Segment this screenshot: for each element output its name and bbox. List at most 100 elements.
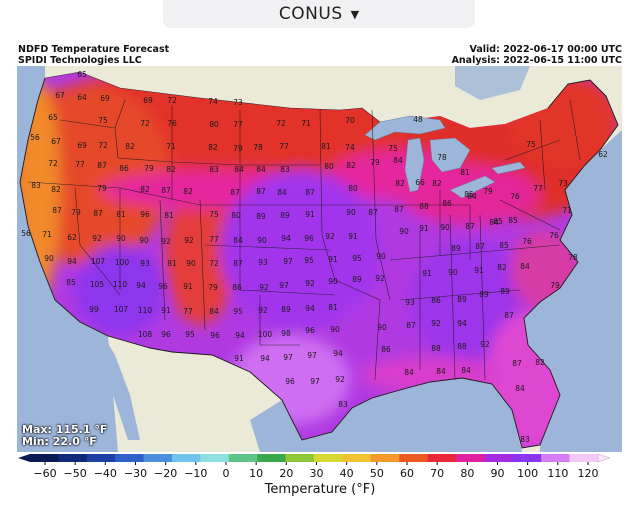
temperature-label: 89 (352, 275, 362, 284)
temperature-label: 84 (461, 366, 471, 375)
temperature-label: 90 (116, 234, 126, 243)
colorbar-tick-label: 100 (517, 467, 538, 480)
temperature-label: 64 (77, 93, 87, 102)
temperature-label: 97 (279, 281, 289, 290)
temperature-label: 83 (520, 435, 530, 444)
lake-superior (364, 115, 446, 141)
temperature-label: 80 (348, 184, 358, 193)
temperature-label: 87 (305, 188, 315, 197)
colorbar-cell (285, 454, 315, 462)
lake-erie (449, 175, 496, 199)
temperature-label: 90 (376, 252, 386, 261)
colorbar-tick-label: −10 (184, 467, 207, 480)
temperature-label: 71 (562, 206, 572, 215)
valid-time: Valid: 2022-06-17 00:00 UTC (469, 44, 622, 55)
temperature-label: 85 (508, 216, 518, 225)
temperature-label: 71 (42, 230, 52, 239)
colorbar-cell (200, 454, 230, 462)
temperature-label: 92 (92, 234, 102, 243)
temperature-label: 80 (324, 162, 334, 171)
temperature-label: 107 (91, 257, 106, 266)
temperature-label: 87 (161, 186, 171, 195)
region-selector-dropdown[interactable]: CONUS ▼ (163, 0, 475, 28)
colorbar-cell (257, 454, 287, 462)
temperature-label: 94 (136, 281, 146, 290)
temperature-label: 66 (415, 178, 425, 187)
temperature-field (20, 72, 618, 448)
temperature-label: 94 (67, 257, 77, 266)
temperature-label: 94 (305, 304, 315, 313)
temperature-label: 95 (304, 256, 314, 265)
temperature-label: 81 (460, 168, 470, 177)
temperature-label: 88 (419, 202, 429, 211)
temperature-label: 86 (442, 199, 452, 208)
temperature-label: 110 (113, 280, 128, 289)
colorbar-cell (484, 454, 514, 462)
temperature-label: 89 (500, 287, 510, 296)
temperature-label: 79 (71, 208, 81, 217)
temperature-label: 72 (209, 259, 219, 268)
temperature-label: 93 (258, 258, 268, 267)
temperature-label: 72 (48, 159, 58, 168)
map-source: SPIDI Technologies LLC (18, 55, 142, 66)
temperature-label: 91 (305, 210, 315, 219)
temperature-label: 85 (499, 241, 509, 250)
temperature-label: 75 (98, 116, 108, 125)
colorbar-underflow-arrow (18, 454, 30, 462)
temperature-label: 78 (568, 253, 578, 262)
temperature-label: 89 (479, 290, 489, 299)
colorbar-cell (541, 454, 571, 462)
temperature-label: 91 (422, 269, 432, 278)
colorbar-tick-label: 80 (460, 467, 474, 480)
temperature-label: 74 (208, 97, 218, 106)
colorbar-overflow-arrow (597, 453, 611, 463)
temperature-label: 107 (114, 305, 129, 314)
temperature-label: 76 (510, 192, 520, 201)
colorbar-cell (58, 454, 88, 462)
colorbar-cell (342, 454, 372, 462)
temperature-label: 88 (431, 344, 441, 353)
temperature-label: 82 (432, 179, 442, 188)
colorbar-svg: −60 −50 −40 −30 −20 −10 0 10 20 30 40 50 60 70 80 90 100… (18, 453, 611, 480)
temperature-map[interactable]: 65 67 64 69 69 72 74 73 65 75 72 76 80 77 72 71 70 48 56 67… (17, 66, 622, 452)
temperature-label: 79 (144, 164, 154, 173)
temperature-label: 84 (489, 218, 499, 227)
temperature-label: 77 (209, 235, 219, 244)
temperature-label: 92 (431, 319, 441, 328)
temperature-label: 77 (279, 142, 289, 151)
temperature-label: 82 (346, 161, 356, 170)
colorbar-cell (314, 454, 343, 462)
temperature-label: 95 (185, 330, 195, 339)
temperature-label: 87 (406, 321, 416, 330)
temperature-label: 86 (381, 345, 391, 354)
temperature-label: 96 (285, 377, 295, 386)
temperature-label: 84 (393, 156, 403, 165)
temperature-label: 94 (333, 349, 343, 358)
temperature-label: 89 (280, 211, 290, 220)
temperature-label: 89 (457, 295, 467, 304)
colorbar-tick-label: 50 (370, 467, 384, 480)
temperature-label: 85 (493, 217, 503, 226)
temperature-label: 88 (457, 342, 467, 351)
colorbar-tick-label: −50 (64, 467, 87, 480)
temperature-label: 92 (325, 232, 335, 241)
temperature-label: 92 (161, 237, 171, 246)
colorbar-tick-label: 30 (310, 467, 324, 480)
atlantic-ocean (524, 130, 622, 452)
temperature-label: 91 (348, 232, 358, 241)
colorbar-cell (143, 454, 173, 462)
temperature-label: 84 (209, 307, 219, 316)
temperature-label: 90 (377, 323, 387, 332)
temperature-label: 84 (520, 262, 530, 271)
map-title: NDFD Temperature Forecast (18, 44, 170, 55)
temperature-label: 72 (98, 141, 108, 150)
temperature-label: 80 (209, 120, 219, 129)
colorbar-title: Temperature (°F) (264, 482, 376, 497)
temperature-label: 56 (21, 229, 31, 238)
temperature-label: 87 (368, 208, 378, 217)
temperature-label: 72 (276, 119, 286, 128)
temperature-label: 81 (116, 210, 126, 219)
temperature-label: 90 (139, 236, 149, 245)
colorbar-tick-label: −30 (124, 467, 147, 480)
temperature-label: 90 (44, 254, 54, 263)
